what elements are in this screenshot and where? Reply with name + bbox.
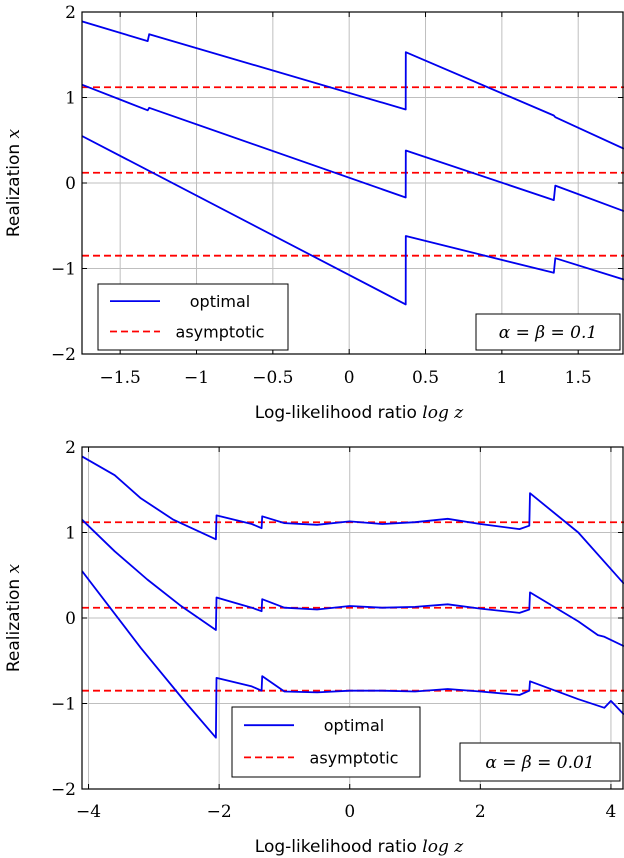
y-tick-label: −2 <box>51 780 76 800</box>
y-axis-label-text: Realization <box>4 573 24 672</box>
legend-label-optimal: optimal <box>190 292 251 311</box>
y-axis-label: Realization x <box>4 563 24 672</box>
y-tick-label: 1 <box>65 89 76 109</box>
legend-box <box>231 706 421 778</box>
x-axis-label-text: Log-likelihood ratio <box>255 837 422 857</box>
legend: optimal asymptotic <box>97 283 289 351</box>
y-tick-label: −1 <box>51 260 76 280</box>
parameter-annotation-box <box>475 313 621 351</box>
parameter-annotation: α = β = 0.1 <box>499 323 597 343</box>
y-axis-label-math: x <box>4 563 24 573</box>
x-tick-label: 2 <box>475 802 486 822</box>
x-tick-label: 0 <box>344 368 355 388</box>
x-axis-label: Log-likelihood ratio log z <box>255 837 464 857</box>
legend: optimal asymptotic <box>231 706 421 778</box>
optimal-series-line <box>82 20 624 150</box>
optimal-series-line <box>82 83 624 213</box>
x-tick-label: 0.5 <box>412 368 439 388</box>
y-tick-label: −2 <box>51 345 76 365</box>
optimal-series-line <box>82 455 624 585</box>
y-tick-label: 2 <box>65 3 76 23</box>
x-tick-label: 0 <box>344 802 355 822</box>
legend-label-optimal: optimal <box>324 716 385 735</box>
x-tick-label: 1 <box>496 368 507 388</box>
parameter-annotation: α = β = 0.01 <box>485 753 594 773</box>
x-tick-label: −0.5 <box>252 368 293 388</box>
legend-label-asymptotic: asymptotic <box>176 323 265 342</box>
y-axis-label: Realization x <box>4 128 24 237</box>
optimal-series-line <box>82 519 624 648</box>
optimal-series-line <box>82 570 624 739</box>
x-tick-label: 4 <box>606 802 617 822</box>
legend-label-asymptotic: asymptotic <box>310 748 399 767</box>
x-tick-label: −1 <box>184 368 209 388</box>
y-tick-label: −1 <box>51 695 76 715</box>
parameter-annotation-box <box>459 742 621 782</box>
y-axis-label-text: Realization <box>4 138 24 237</box>
x-tick-label: 1.5 <box>565 368 592 388</box>
y-tick-label: 0 <box>65 609 76 629</box>
x-tick-label: −4 <box>76 802 101 822</box>
optimal-series-line <box>82 135 624 306</box>
x-axis-label-math: log z <box>422 837 464 857</box>
x-axis-label-text: Log-likelihood ratio <box>255 403 422 423</box>
y-tick-label: 0 <box>65 174 76 194</box>
x-tick-label: −2 <box>207 802 232 822</box>
legend-box <box>97 283 289 351</box>
chart-panel-1: −1.5 −1 −0.5 0 0.5 1 1.5 −2 −1 0 1 2 Log-likelihood … <box>4 3 624 423</box>
x-tick-label: −1.5 <box>100 368 141 388</box>
x-axis-label: Log-likelihood ratio log z <box>255 403 464 423</box>
y-axis-label-math: x <box>4 128 24 138</box>
y-tick-label: 2 <box>65 438 76 458</box>
x-axis-label-math: log z <box>422 403 464 423</box>
y-tick-label: 1 <box>65 524 76 544</box>
